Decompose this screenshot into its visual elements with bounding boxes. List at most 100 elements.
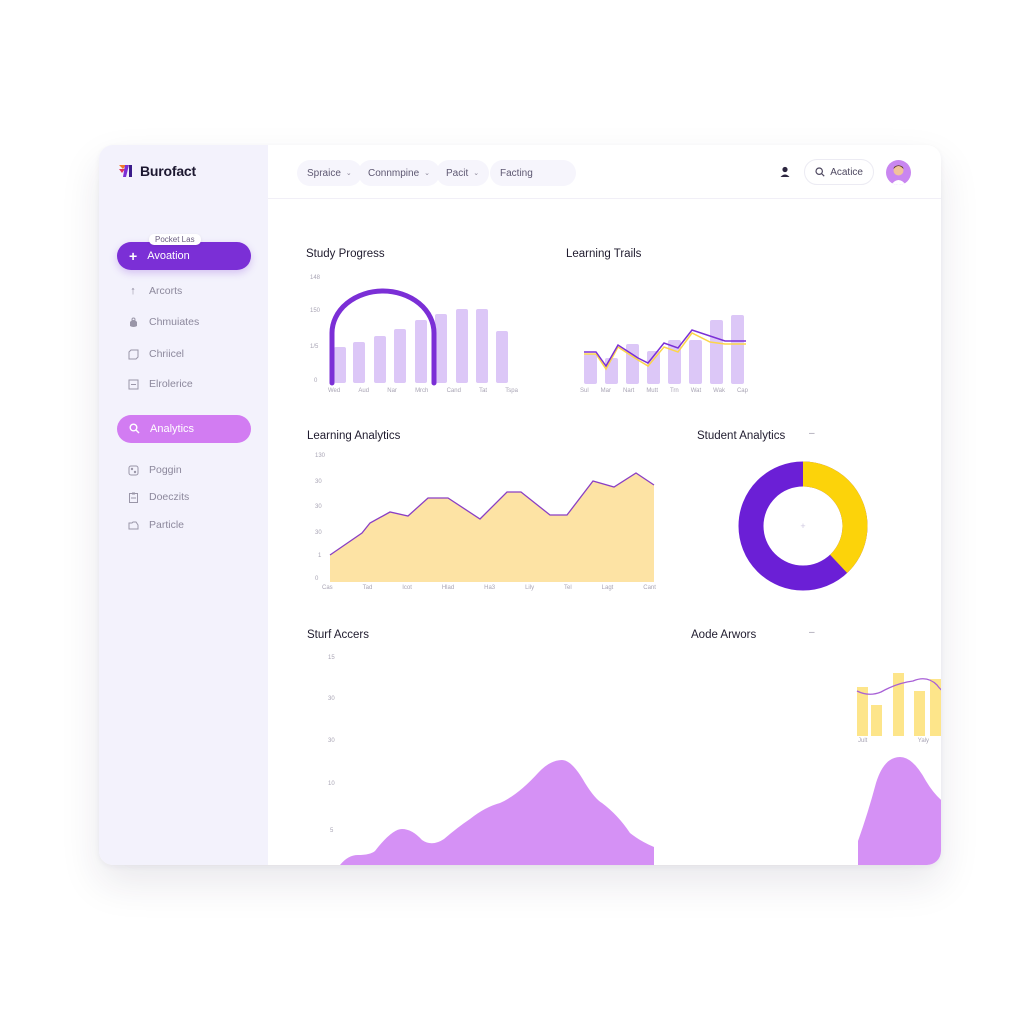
staff-access-chart: [340, 760, 654, 865]
x-tick: Tel: [564, 585, 572, 591]
x-tick: Lily: [525, 585, 535, 591]
chevron-down-icon: ⌄: [345, 170, 352, 177]
sidebar-item-label: Chriicel: [149, 348, 185, 360]
y-tick: 30: [315, 479, 322, 485]
filter-connmpine[interactable]: Connmpine ⌄: [358, 160, 441, 186]
sidebar: Burofact Pocket Las + Avoation ↑ Arcorts…: [99, 145, 268, 865]
x-tick: Tad: [362, 585, 373, 591]
sidebar-item-doeczits[interactable]: Doeczits: [127, 491, 189, 503]
study-progress-title: Study Progress: [306, 248, 385, 260]
brand[interactable]: Burofact: [119, 163, 196, 179]
y-tick: 1/5: [310, 344, 319, 350]
x-axis: Sul Mar Nart Mutt Trn Wat Wak Cap: [580, 388, 748, 394]
x-tick: Nart: [622, 388, 635, 394]
x-tick: Wed: [328, 388, 341, 394]
sidebar-item-label: Poggin: [149, 464, 182, 476]
x-axis: Wed Aud Nar Mrch Cand Tat Tspa: [328, 388, 518, 394]
arrow-up-icon: ↑: [130, 285, 136, 297]
search-icon: [129, 422, 140, 436]
new-item-button[interactable]: Pocket Las + Avoation: [117, 234, 251, 270]
filter-label: Spraice: [307, 167, 341, 179]
learning-analytics-title: Learning Analytics: [307, 430, 401, 442]
x-tick: Cand: [446, 388, 461, 394]
analytics-button[interactable]: Analytics: [117, 415, 251, 443]
filter-facting[interactable]: Facting: [490, 160, 576, 186]
study-progress-chart: [329, 288, 508, 386]
x-axis: Jult Yaly Pypat Capt: [858, 738, 941, 744]
bag-icon: [127, 316, 139, 328]
filter-spraice[interactable]: Spraice ⌄: [297, 160, 362, 186]
y-tick: 148: [310, 275, 321, 281]
analytics-label: Analytics: [150, 423, 195, 435]
search-label: Acatice: [830, 166, 863, 178]
learning-trails-title: Learning Trails: [566, 248, 642, 260]
sidebar-item-chmuiates[interactable]: Chmuiates: [127, 316, 199, 328]
user-icon[interactable]: [778, 165, 792, 179]
main-content: Spraice ⌄ Connmpine ⌄ Pacit ⌄ Facting: [268, 145, 941, 865]
sidebar-item-arcorts[interactable]: ↑ Arcorts: [127, 285, 182, 297]
x-tick: Cap: [736, 388, 748, 394]
y-tick: 5: [330, 828, 334, 834]
learning-trails-chart: [584, 315, 746, 384]
sidebar-item-elrolerice[interactable]: Elrolerice: [127, 378, 193, 390]
aode-anors-title: Aode Arwors: [691, 629, 757, 641]
chevron-down-icon: ⌄: [424, 170, 431, 177]
x-tick: Tat: [479, 388, 488, 394]
filter-label: Pacit: [446, 167, 469, 179]
folder-icon: [127, 519, 139, 531]
x-tick: Mrch: [415, 388, 429, 394]
lower-right-area-chart: [858, 757, 941, 865]
user-avatar[interactable]: [886, 159, 911, 185]
top-bar: Spraice ⌄ Connmpine ⌄ Pacit ⌄ Facting: [268, 145, 941, 199]
collapse-icon[interactable]: –: [809, 428, 815, 439]
search-button[interactable]: Acatice: [804, 159, 874, 185]
x-tick: Ha3: [484, 585, 496, 591]
y-tick: 150: [310, 308, 321, 314]
learning-analytics-chart: [329, 472, 655, 582]
x-tick: Nar: [387, 388, 397, 394]
brand-logo-icon: [119, 165, 132, 177]
y-tick: 10: [328, 781, 335, 787]
tooltip: Pocket Las: [149, 234, 201, 245]
plus-icon: +: [129, 248, 138, 264]
x-tick: Trn: [669, 388, 679, 394]
search-icon: [815, 167, 825, 177]
y-tick: 0: [315, 576, 319, 582]
x-tick: Cant: [643, 585, 656, 591]
sidebar-item-label: Arcorts: [149, 285, 183, 297]
document-icon: [127, 378, 139, 390]
y-tick: 30: [328, 696, 335, 702]
filter-pacit[interactable]: Pacit ⌄: [436, 160, 490, 186]
plus-icon: +: [800, 521, 805, 531]
new-item-label: Avoation: [147, 250, 190, 262]
x-axis: Cas Tad Icot Hlad Ha3 Lily Tel Lagt Cant: [322, 585, 656, 591]
chevron-down-icon: ⌄: [473, 170, 480, 177]
x-tick: Tspa: [505, 388, 518, 394]
staff-access-title: Sturf Accers: [307, 629, 369, 641]
y-tick: 30: [328, 738, 335, 744]
x-tick: Cas: [322, 585, 333, 591]
x-tick: Jult: [858, 738, 868, 744]
x-tick: Aud: [358, 388, 370, 394]
x-tick: Wak: [713, 388, 725, 394]
y-tick: 130: [315, 453, 326, 459]
y-tick: 0: [314, 378, 318, 384]
y-tick: 30: [315, 504, 322, 510]
student-analytics-title: Student Analytics: [697, 430, 786, 442]
sidebar-item-chriicel[interactable]: Chriicel: [127, 348, 184, 360]
sidebar-item-label: Chmuiates: [149, 316, 200, 328]
filter-label: Facting: [500, 167, 533, 179]
x-tick: Lagt: [601, 585, 614, 591]
sidebar-item-poggin[interactable]: Poggin: [127, 464, 182, 476]
y-tick: 30: [315, 530, 322, 536]
sidebar-item-particle[interactable]: Particle: [127, 519, 184, 531]
x-tick: Mutt: [646, 388, 658, 394]
clipboard-icon: [127, 491, 139, 503]
y-tick: 15: [328, 655, 335, 661]
collapse-icon[interactable]: –: [809, 627, 815, 638]
top-right-controls: Acatice: [778, 159, 911, 185]
x-tick: Icot: [402, 585, 412, 591]
student-analytics-donut: +: [738, 461, 868, 591]
gear-grid-icon: [127, 464, 139, 476]
aode-anors-chart: [856, 673, 941, 736]
